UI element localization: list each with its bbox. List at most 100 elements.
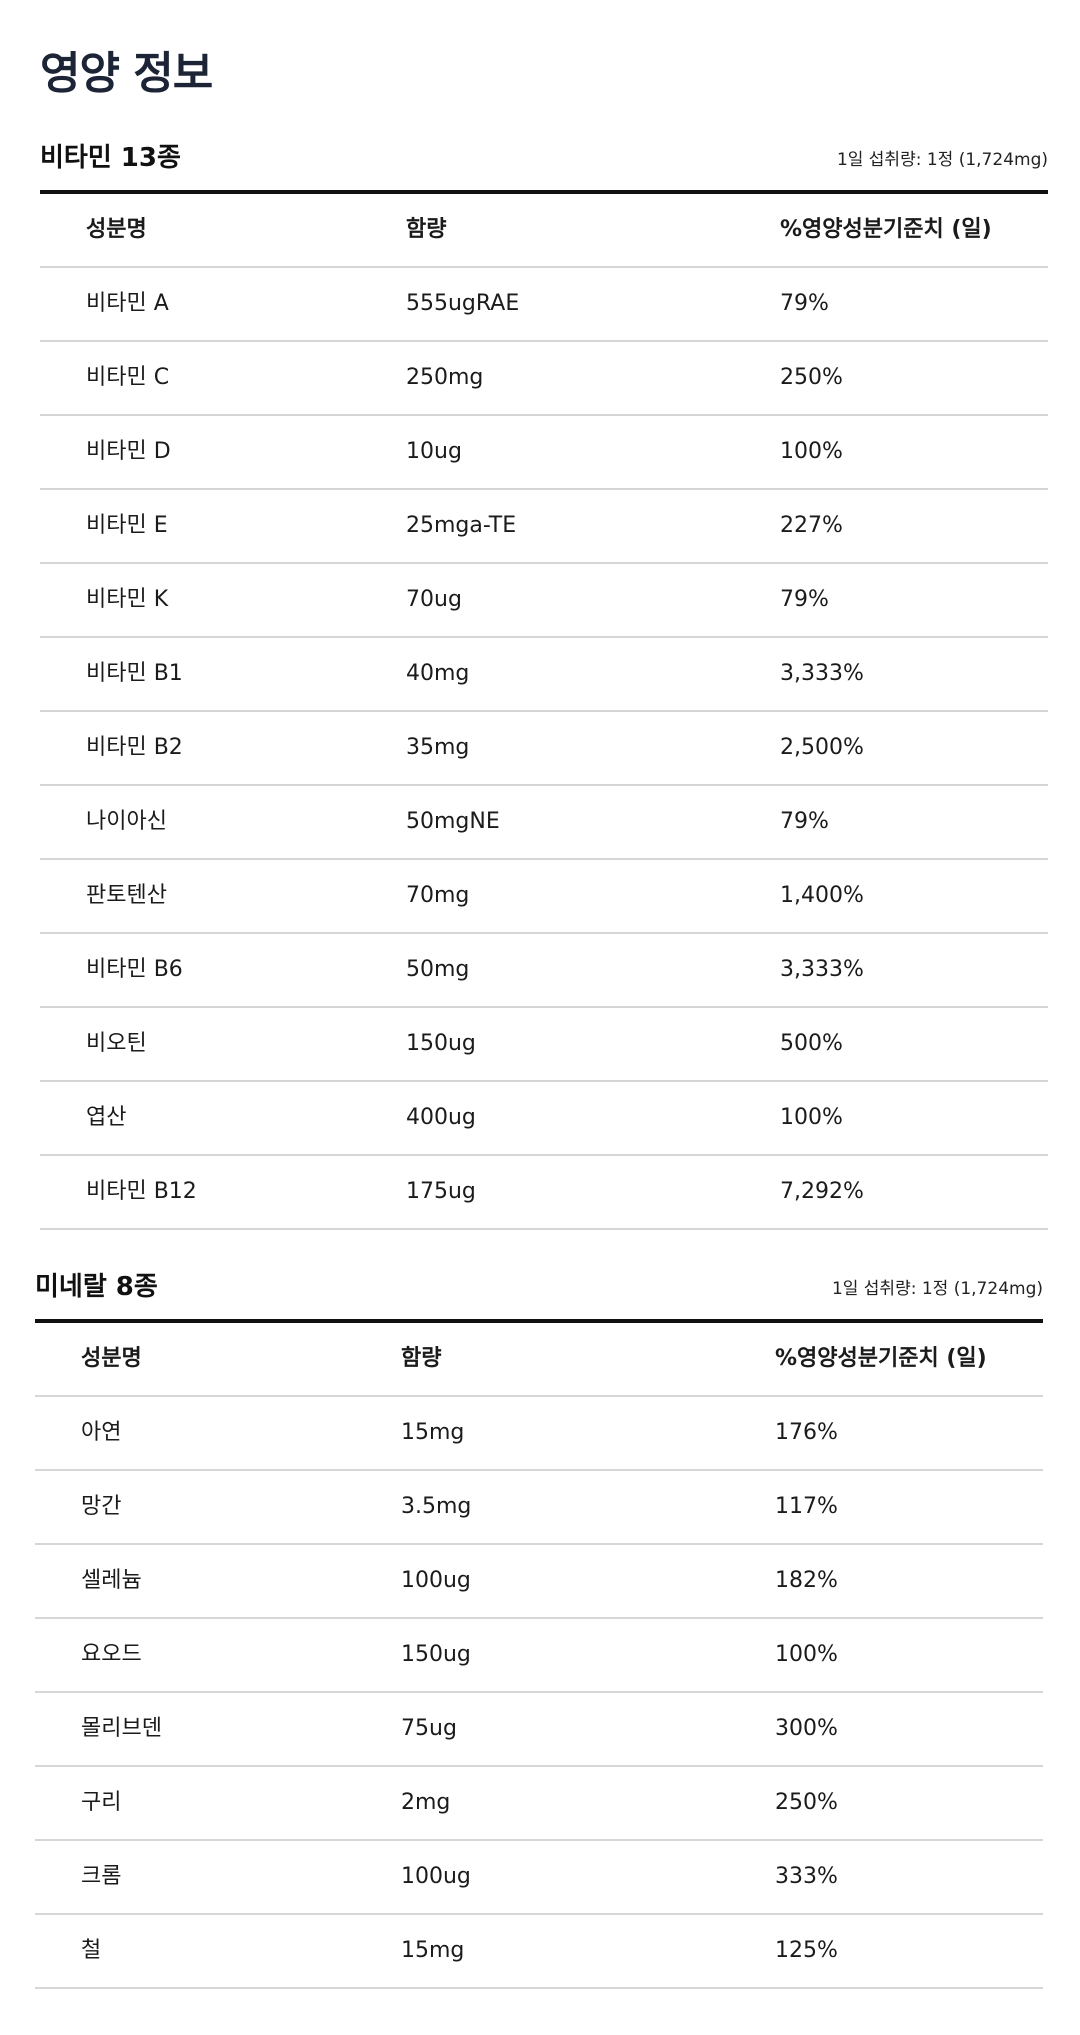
nutrient-amount: 150ug bbox=[401, 1642, 471, 1667]
table-row: 비타민 B6 50mg 3,333% bbox=[40, 934, 1048, 1008]
nutrient-name: 비오틴 bbox=[86, 1031, 147, 1056]
nutrient-amount: 250mg bbox=[406, 365, 484, 390]
serving-size: 1일 섭취량: 1정 (1,724mg) bbox=[831, 1279, 1043, 1299]
nutrient-daily-value: 3,333% bbox=[780, 957, 864, 982]
section-title: 미네랄 8종 bbox=[35, 1272, 158, 1302]
nutrient-amount: 25mga-TE bbox=[406, 513, 517, 538]
nutrient-daily-value: 182% bbox=[775, 1568, 838, 1593]
table-row: 비타민 B12 175ug 7,292% bbox=[40, 1156, 1048, 1230]
table-header-row: 성분명 함량 %영양성분기준치 (일) bbox=[35, 1323, 1043, 1397]
nutrient-amount: 400ug bbox=[406, 1105, 476, 1130]
nutrient-amount: 70ug bbox=[406, 587, 462, 612]
table-row: 크롬 100ug 333% bbox=[35, 1841, 1043, 1915]
header-daily-value: %영양성분기준치 (일) bbox=[775, 1346, 987, 1371]
nutrient-amount: 35mg bbox=[406, 735, 470, 760]
table-row: 비타민 C 250mg 250% bbox=[40, 342, 1048, 416]
nutrient-amount: 40mg bbox=[406, 661, 470, 686]
nutrient-name: 비타민 E bbox=[86, 513, 168, 538]
table-row: 철 15mg 125% bbox=[35, 1915, 1043, 1989]
nutrient-daily-value: 250% bbox=[775, 1790, 838, 1815]
nutrient-amount: 50mgNE bbox=[406, 809, 500, 834]
nutrient-name: 철 bbox=[81, 1938, 102, 1963]
table-row: 나이아신 50mgNE 79% bbox=[40, 786, 1048, 860]
table-row: 엽산 400ug 100% bbox=[40, 1082, 1048, 1156]
nutrient-daily-value: 79% bbox=[780, 809, 829, 834]
nutrient-name: 망간 bbox=[81, 1494, 122, 1519]
nutrient-amount: 175ug bbox=[406, 1179, 476, 1204]
page-title: 영양 정보 bbox=[40, 48, 213, 99]
table-row: 망간 3.5mg 117% bbox=[35, 1471, 1043, 1545]
header-amount: 함량 bbox=[401, 1346, 442, 1371]
nutrient-daily-value: 227% bbox=[780, 513, 843, 538]
nutrient-name: 비타민 B1 bbox=[86, 661, 183, 686]
nutrient-name: 비타민 B12 bbox=[86, 1179, 197, 1204]
table-row: 비타민 B1 40mg 3,333% bbox=[40, 638, 1048, 712]
nutrient-amount: 10ug bbox=[406, 439, 462, 464]
nutrient-name: 아연 bbox=[81, 1420, 122, 1445]
table-row: 구리 2mg 250% bbox=[35, 1767, 1043, 1841]
vitamins-table-body: 비타민 A 555ugRAE 79% 비타민 C 250mg 250% 비타민 D 10ug 1… bbox=[40, 268, 1048, 1230]
nutrient-daily-value: 3,333% bbox=[780, 661, 864, 686]
nutrient-daily-value: 500% bbox=[780, 1031, 843, 1056]
table-row: 판토텐산 70mg 1,400% bbox=[40, 860, 1048, 934]
nutrient-daily-value: 2,500% bbox=[780, 735, 864, 760]
table-row: 비타민 E 25mga-TE 227% bbox=[40, 490, 1048, 564]
section-header: 비타민 13종 1일 섭취량: 1정 (1,724mg) bbox=[40, 134, 1048, 194]
nutrient-daily-value: 100% bbox=[780, 1105, 843, 1130]
nutrient-daily-value: 1,400% bbox=[780, 883, 864, 908]
nutrient-daily-value: 7,292% bbox=[780, 1179, 864, 1204]
nutrient-daily-value: 117% bbox=[775, 1494, 838, 1519]
nutrient-daily-value: 100% bbox=[775, 1642, 838, 1667]
nutrient-name: 요오드 bbox=[81, 1642, 142, 1667]
table-row: 비타민 A 555ugRAE 79% bbox=[40, 268, 1048, 342]
table-row: 비오틴 150ug 500% bbox=[40, 1008, 1048, 1082]
nutrient-daily-value: 176% bbox=[775, 1420, 838, 1445]
nutrient-amount: 15mg bbox=[401, 1420, 465, 1445]
header-name: 성분명 bbox=[86, 217, 147, 242]
nutrient-name: 비타민 K bbox=[86, 587, 169, 612]
nutrient-name: 비타민 A bbox=[86, 291, 169, 316]
nutrient-amount: 2mg bbox=[401, 1790, 451, 1815]
table-row: 셀레늄 100ug 182% bbox=[35, 1545, 1043, 1619]
vitamins-section: 비타민 13종 1일 섭취량: 1정 (1,724mg) 성분명 함량 %영양성… bbox=[40, 134, 1048, 1230]
nutrient-name: 비타민 B6 bbox=[86, 957, 183, 982]
serving-size: 1일 섭취량: 1정 (1,724mg) bbox=[836, 150, 1048, 170]
nutrient-name: 구리 bbox=[81, 1790, 122, 1815]
section-title: 비타민 13종 bbox=[40, 143, 181, 173]
nutrient-daily-value: 100% bbox=[780, 439, 843, 464]
nutrient-amount: 100ug bbox=[401, 1568, 471, 1593]
nutrient-amount: 70mg bbox=[406, 883, 470, 908]
table-row: 요오드 150ug 100% bbox=[35, 1619, 1043, 1693]
nutrient-name: 판토텐산 bbox=[86, 883, 167, 908]
nutrient-name: 엽산 bbox=[86, 1105, 127, 1130]
nutrient-daily-value: 250% bbox=[780, 365, 843, 390]
nutrient-amount: 100ug bbox=[401, 1864, 471, 1889]
nutrient-name: 비타민 D bbox=[86, 439, 171, 464]
table-row: 비타민 B2 35mg 2,500% bbox=[40, 712, 1048, 786]
nutrient-name: 나이아신 bbox=[86, 809, 167, 834]
minerals-table-body: 아연 15mg 176% 망간 3.5mg 117% 셀레늄 100ug 182% 요오드 150u… bbox=[35, 1397, 1043, 1989]
nutrient-amount: 555ugRAE bbox=[406, 291, 520, 316]
nutrient-name: 비타민 C bbox=[86, 365, 170, 390]
header-name: 성분명 bbox=[81, 1346, 142, 1371]
nutrient-daily-value: 79% bbox=[780, 587, 829, 612]
nutrient-name: 몰리브덴 bbox=[81, 1716, 162, 1741]
nutrient-amount: 3.5mg bbox=[401, 1494, 472, 1519]
nutrient-name: 크롬 bbox=[81, 1864, 122, 1889]
header-daily-value: %영양성분기준치 (일) bbox=[780, 217, 992, 242]
table-row: 몰리브덴 75ug 300% bbox=[35, 1693, 1043, 1767]
section-header: 미네랄 8종 1일 섭취량: 1정 (1,724mg) bbox=[35, 1263, 1043, 1323]
minerals-section: 미네랄 8종 1일 섭취량: 1정 (1,724mg) 성분명 함량 %영양성분… bbox=[35, 1263, 1043, 1989]
table-row: 비타민 K 70ug 79% bbox=[40, 564, 1048, 638]
nutrient-daily-value: 333% bbox=[775, 1864, 838, 1889]
nutrient-amount: 150ug bbox=[406, 1031, 476, 1056]
nutrient-amount: 15mg bbox=[401, 1938, 465, 1963]
table-header-row: 성분명 함량 %영양성분기준치 (일) bbox=[40, 194, 1048, 268]
nutrient-daily-value: 79% bbox=[780, 291, 829, 316]
table-row: 아연 15mg 176% bbox=[35, 1397, 1043, 1471]
nutrient-name: 비타민 B2 bbox=[86, 735, 183, 760]
nutrient-amount: 75ug bbox=[401, 1716, 457, 1741]
table-row: 비타민 D 10ug 100% bbox=[40, 416, 1048, 490]
nutrient-amount: 50mg bbox=[406, 957, 470, 982]
